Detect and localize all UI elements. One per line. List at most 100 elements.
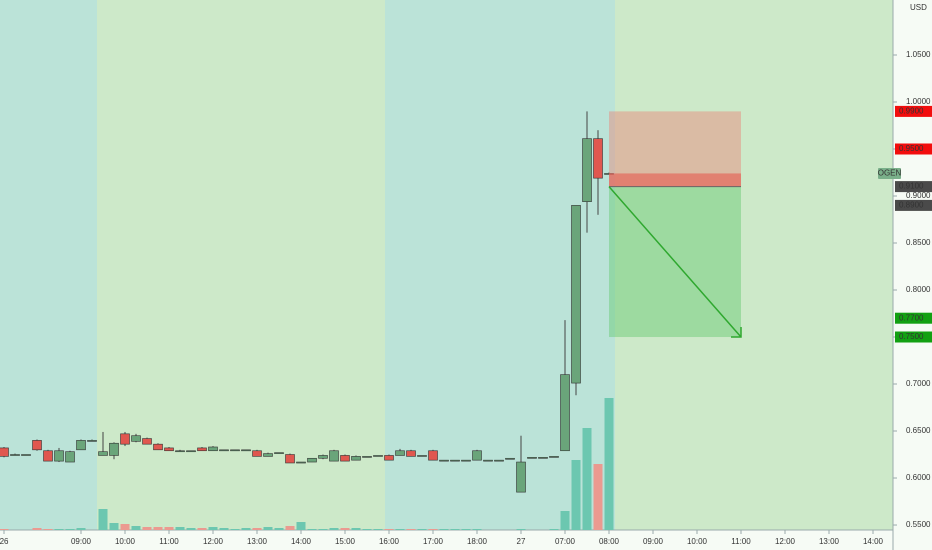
candle-body	[241, 449, 251, 452]
x-tick-label: 09:00	[71, 537, 92, 546]
x-tick-label: 11:00	[731, 537, 751, 546]
candle-body	[10, 454, 20, 456]
volume-bar	[417, 529, 427, 530]
volume-bar	[274, 528, 284, 530]
candle-body	[164, 447, 174, 452]
x-tick-label: 17:00	[423, 537, 444, 546]
volume-bar	[109, 523, 119, 530]
candle-body	[131, 435, 141, 442]
volume-bar	[0, 529, 9, 530]
volume-bar	[43, 529, 53, 530]
candle-body	[527, 457, 537, 459]
volume-bar	[329, 528, 339, 530]
x-tick-label: 12:00	[775, 537, 796, 546]
x-tick-label: 10:00	[115, 537, 136, 546]
candle-body	[0, 447, 9, 457]
volume-bar	[131, 526, 141, 530]
candle-body	[54, 450, 64, 462]
candle-body	[197, 447, 207, 452]
price-label: 0.7500	[899, 332, 924, 341]
volume-bar	[450, 529, 460, 530]
candle-body	[274, 452, 284, 454]
x-tick-label: 12:00	[203, 537, 224, 546]
candle-body	[505, 457, 515, 460]
volume-bar	[230, 529, 240, 530]
y-tick-label: 0.5500	[906, 520, 931, 529]
x-tick-label: 14:00	[291, 537, 312, 546]
volume-bar	[472, 529, 482, 530]
volume-bar	[219, 528, 229, 530]
candle-body	[395, 450, 405, 456]
volume-bar	[285, 526, 295, 530]
candle-body	[582, 138, 592, 202]
candle-body	[538, 457, 548, 459]
volume-bar	[120, 524, 130, 530]
candle-body	[175, 450, 185, 453]
price-label-box	[895, 312, 932, 324]
price-label: 0.9100	[899, 182, 924, 191]
candle-body	[285, 454, 295, 464]
candle-body	[329, 450, 339, 462]
volume-bar	[384, 529, 394, 530]
volume-bar	[373, 529, 383, 530]
price-label-box	[895, 143, 932, 155]
x-tick-label: 27	[517, 537, 526, 546]
volume-bar	[571, 460, 581, 530]
candle-body	[483, 459, 493, 462]
trend-arrow	[608, 186, 742, 338]
candle-body	[428, 450, 438, 461]
candle-body	[439, 459, 449, 462]
open-loss	[609, 173, 742, 187]
volume-bar	[54, 529, 64, 530]
volume-bar	[65, 529, 75, 530]
y-tick-label: 0.8000	[906, 285, 931, 294]
x-tick-label: 16:00	[379, 537, 400, 546]
y-tick-label: 0.7000	[906, 379, 931, 388]
candle-body	[307, 457, 317, 463]
time-axis	[0, 530, 893, 550]
volume-bar	[340, 528, 350, 530]
currency-label: USD	[910, 3, 927, 12]
y-tick-label: 0.6500	[906, 426, 931, 435]
arrow-head	[731, 327, 742, 338]
candle-body	[351, 456, 361, 461]
volume-bar	[395, 529, 405, 530]
volume-bar	[32, 528, 42, 530]
candle-body	[362, 456, 372, 458]
candle-body	[472, 450, 482, 461]
price-label-box	[895, 199, 932, 211]
x-tick-label: 14:00	[863, 537, 884, 546]
candle-body	[494, 459, 504, 462]
candle-body	[450, 459, 460, 462]
candle-body	[461, 459, 471, 462]
candle-body	[560, 374, 570, 452]
price-label-box	[895, 181, 932, 193]
candle-body	[417, 455, 427, 457]
candle-body	[109, 442, 119, 456]
x-tick-label: 13:00	[819, 537, 840, 546]
candle-body	[296, 461, 306, 464]
y-tick-label: 0.6000	[906, 473, 931, 482]
x-tick-label: 07:00	[555, 537, 576, 546]
volume-bar	[593, 464, 603, 530]
candle-body	[373, 455, 383, 457]
volume-bar	[516, 529, 526, 530]
volume-bar	[406, 529, 416, 530]
candle-body	[43, 450, 53, 462]
x-tick-label: 08:00	[599, 537, 620, 546]
volume-bar	[351, 528, 361, 530]
candle-body	[76, 440, 86, 451]
price-label: 0.9500	[899, 144, 924, 153]
volume-bar	[307, 529, 317, 530]
y-tick-label: 0.8500	[906, 238, 931, 247]
y-tick-label: 1.0500	[906, 50, 931, 59]
x-tick-label: 11:00	[159, 537, 179, 546]
candle-body	[153, 443, 163, 451]
volume-bar	[560, 511, 570, 530]
price-label-box	[895, 331, 932, 343]
x-tick-label: 13:00	[247, 537, 268, 546]
volume-bar	[164, 527, 174, 530]
candle-body	[263, 453, 273, 457]
candle-body	[549, 456, 559, 458]
